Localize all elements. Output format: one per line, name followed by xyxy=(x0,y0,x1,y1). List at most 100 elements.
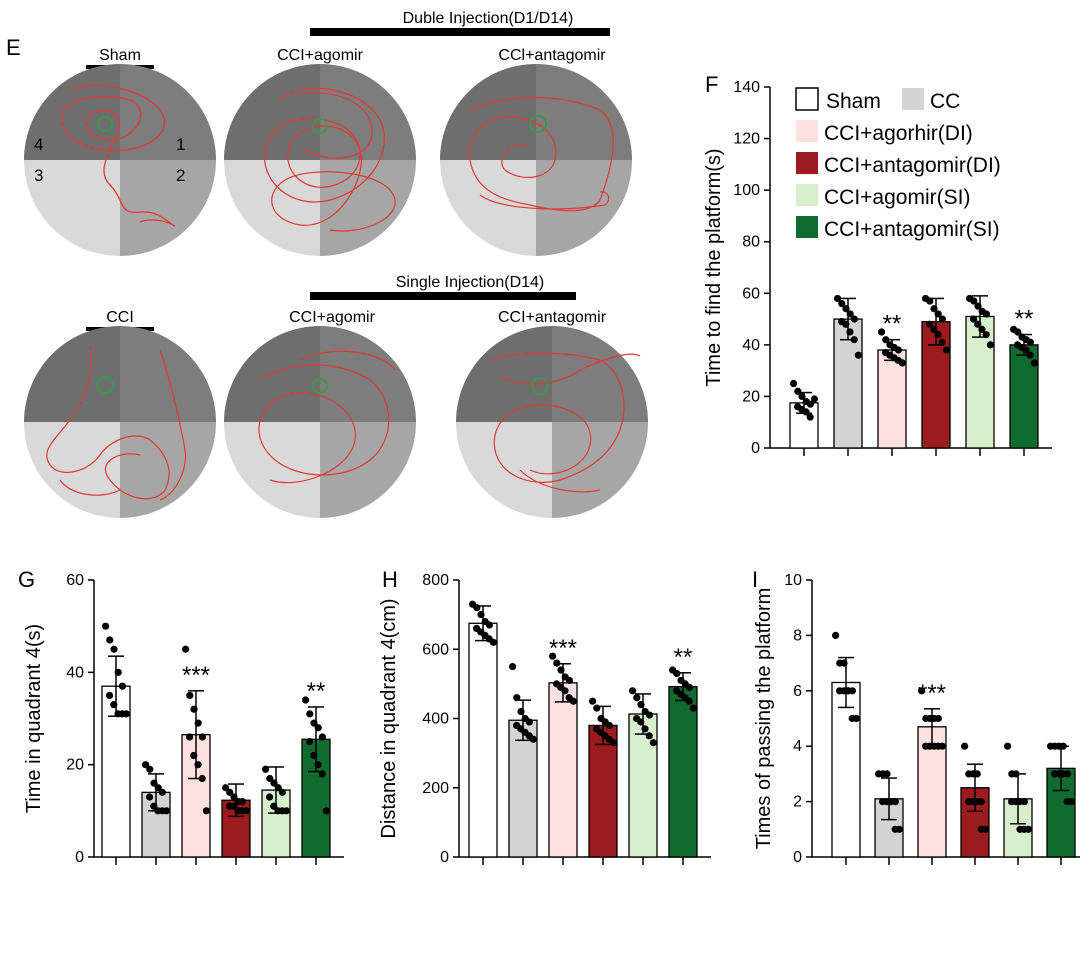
data-point xyxy=(973,798,981,806)
platform-marker xyxy=(312,378,328,394)
data-point xyxy=(150,779,158,787)
data-point xyxy=(182,645,190,653)
data-point xyxy=(1030,359,1038,367)
data-point xyxy=(508,662,517,671)
data-point xyxy=(834,294,842,303)
data-point xyxy=(844,687,852,695)
y-axis-label: Times of passing the platform xyxy=(753,588,775,850)
data-point xyxy=(106,636,114,644)
swim-path xyxy=(61,84,176,227)
data-point xyxy=(802,408,810,416)
data-point xyxy=(529,735,538,743)
data-point xyxy=(190,751,198,760)
quadrant-number-3: 3 xyxy=(34,166,43,185)
data-point xyxy=(605,721,614,730)
data-point xyxy=(318,770,326,778)
data-point xyxy=(1012,770,1020,778)
data-point xyxy=(838,300,846,308)
data-point xyxy=(637,701,645,709)
legend-swatch-4 xyxy=(796,152,818,174)
data-point xyxy=(242,807,250,815)
single-injection-bar xyxy=(310,292,576,300)
data-point xyxy=(1014,328,1022,336)
legend-label-3: CCI+agorhir(DI) xyxy=(824,122,973,145)
pool-cci: CCI xyxy=(24,309,216,518)
legend-swatch-6 xyxy=(796,216,818,238)
data-point xyxy=(310,751,318,760)
quadrant-number-1: 1 xyxy=(176,135,185,154)
data-point xyxy=(310,719,318,727)
pool-label: CCI+agomir xyxy=(277,47,363,64)
data-point xyxy=(146,793,154,801)
y-tick-label: 20 xyxy=(742,388,760,405)
data-point xyxy=(110,645,118,653)
data-point xyxy=(938,338,946,346)
data-point xyxy=(489,638,497,646)
bar-6 xyxy=(668,685,698,858)
data-point xyxy=(982,310,991,318)
data-point xyxy=(850,336,858,344)
data-point xyxy=(982,330,990,339)
data-point xyxy=(158,788,166,796)
data-point xyxy=(517,707,525,716)
data-point xyxy=(973,770,981,778)
data-point xyxy=(513,694,521,702)
data-point xyxy=(846,310,854,318)
chart-panel-i: I 0 2 4 6 8 10 Times of passing the platform *** xyxy=(752,567,1080,866)
double-injection-label: Duble Injection(D1/D14) xyxy=(403,10,574,27)
data-point xyxy=(198,733,206,741)
data-point xyxy=(142,761,150,769)
data-point xyxy=(565,676,574,685)
data-point xyxy=(806,413,814,421)
data-point xyxy=(629,687,637,695)
quadrant-number-4: 4 xyxy=(34,135,43,154)
data-point xyxy=(314,761,322,769)
panel-letter: I xyxy=(752,567,758,592)
panel-letter: H xyxy=(382,567,398,592)
y-tick-label: 600 xyxy=(422,641,449,658)
legend-label-6: CCI+antagomir(SI) xyxy=(824,218,1000,241)
data-point xyxy=(673,669,681,678)
pool-label: CCI xyxy=(106,309,134,326)
pool-label: CCl+antagomir xyxy=(498,47,606,64)
data-point xyxy=(930,305,938,313)
data-point xyxy=(810,395,819,403)
swim-path xyxy=(263,87,396,232)
legend-swatch-5 xyxy=(796,184,818,206)
bar-1 xyxy=(468,622,498,858)
data-point xyxy=(852,714,861,723)
data-point xyxy=(887,798,895,806)
data-point xyxy=(198,774,206,783)
y-tick-label: 4 xyxy=(793,738,802,755)
y-axis-label: Time to find the platform(s) xyxy=(703,148,725,386)
data-point xyxy=(986,341,995,349)
data-point xyxy=(238,798,246,806)
y-tick-label: 60 xyxy=(66,572,84,589)
data-point xyxy=(894,346,903,354)
y-tick-label: 140 xyxy=(733,79,760,96)
data-point xyxy=(806,400,815,408)
data-point xyxy=(306,710,314,718)
significance-mark: *** xyxy=(918,680,946,707)
data-point xyxy=(934,330,942,339)
bar-6 xyxy=(1046,767,1076,858)
data-point xyxy=(314,724,322,732)
significance-mark: ** xyxy=(883,311,902,338)
panel-letter: F xyxy=(705,72,718,97)
swim-path xyxy=(469,97,614,212)
data-point xyxy=(633,694,641,702)
bar-5 xyxy=(628,713,658,858)
data-point xyxy=(689,704,698,712)
y-tick-label: 40 xyxy=(742,337,760,354)
data-point xyxy=(898,359,907,367)
data-point xyxy=(306,737,314,746)
data-point xyxy=(1026,338,1034,346)
bar-4 xyxy=(588,724,618,858)
bar-1 xyxy=(831,681,861,858)
data-point xyxy=(270,802,278,810)
data-point xyxy=(878,328,886,336)
data-point xyxy=(226,788,234,796)
data-point xyxy=(685,697,693,705)
data-point xyxy=(1020,798,1028,806)
data-point xyxy=(118,682,126,690)
